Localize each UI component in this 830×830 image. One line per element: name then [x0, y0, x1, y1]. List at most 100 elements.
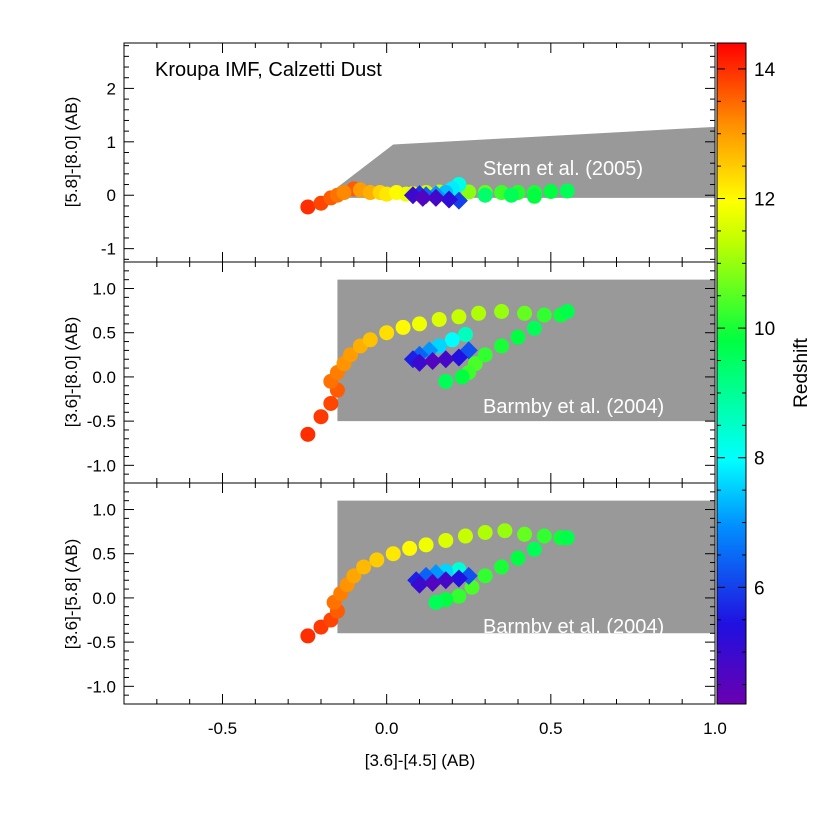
colorbar-tick-label: 10 [754, 319, 775, 340]
data-point [410, 353, 429, 372]
y-tick-label: 1.0 [92, 501, 116, 520]
y-tick-label: 0.0 [92, 589, 116, 608]
colorbar: 6 8 10 12 14 Redshift [716, 42, 812, 705]
data-point [559, 183, 575, 199]
data-point [449, 569, 468, 588]
data-point [536, 307, 552, 323]
x-tick-label: 0.0 [375, 719, 399, 738]
data-point [510, 550, 526, 566]
y-axis-title-middle: [3.6]-[8.0] (AB) [62, 317, 81, 428]
data-point [423, 573, 442, 592]
y-tick-label: -1 [101, 240, 116, 259]
data-point [536, 528, 552, 544]
data-point [451, 588, 467, 604]
data-point [494, 559, 510, 575]
data-point [510, 329, 526, 345]
data-point [494, 338, 510, 354]
data-point [426, 188, 445, 207]
data-point [436, 350, 455, 369]
data-point [412, 316, 427, 332]
data-point [477, 568, 493, 584]
y-ticks-middle: -1.0 -0.5 0.0 0.5 1.0 [87, 261, 715, 475]
data-point [526, 541, 542, 557]
data-point [395, 319, 411, 335]
x-ticks-bottom: -0.5 0.0 0.5 1.0 [123, 483, 727, 738]
data-point [369, 552, 385, 568]
data-point [440, 190, 459, 209]
panel-middle: -1.0 -0.5 0.0 0.5 1.0 Barmby et al. (2004) [… [62, 261, 716, 484]
data-point [497, 523, 513, 539]
colorbar-tick-label: 14 [754, 60, 776, 81]
data-point [454, 369, 470, 385]
data-point [559, 530, 575, 546]
data-point [323, 395, 339, 411]
data-point [438, 373, 454, 389]
data-point [457, 528, 473, 544]
x-tick-label: -0.5 [208, 719, 237, 738]
y-ticks-top: -1 0 1 2 [101, 45, 715, 260]
barmby-box-region-bottom [337, 500, 715, 634]
y-tick-label: 0.5 [92, 324, 116, 343]
data-point [451, 309, 467, 325]
panel-annotation: Kroupa IMF, Calzetti Dust [155, 59, 382, 81]
data-point [449, 348, 468, 367]
y-tick-label: 0.5 [92, 545, 116, 564]
data-point [336, 185, 352, 201]
data-point [471, 305, 487, 321]
data-point [477, 347, 493, 363]
x-tick-label: 0.5 [539, 719, 563, 738]
data-point [343, 347, 359, 363]
y-axis-title-bottom: [3.6]-[5.8] (AB) [62, 539, 81, 650]
x-ticks-top [123, 43, 716, 262]
colorbar-tick-label: 12 [754, 190, 775, 211]
y-tick-label: 0.0 [92, 368, 116, 387]
data-point [543, 183, 559, 199]
data-point [300, 199, 316, 215]
data-point [362, 332, 378, 348]
panel-top: -1 0 1 2 Kroupa IMF, Calzetti Dust Stern et… [62, 42, 716, 263]
colorbar-title: Redshift [791, 337, 812, 407]
data-point [300, 426, 316, 442]
y-axis-title-top: [5.8]-[8.0] (AB) [62, 97, 81, 208]
region-label-middle: Barmby et al. (2004) [483, 396, 664, 418]
data-point [477, 525, 493, 541]
y-tick-label: -0.5 [87, 633, 116, 652]
y-tick-label: -0.5 [87, 412, 116, 431]
data-point [494, 304, 510, 320]
x-ticks-middle [123, 262, 716, 483]
data-point [517, 305, 533, 321]
x-tick-label: 1.0 [703, 719, 727, 738]
data-point [402, 540, 418, 556]
barmby-box-region-middle [337, 279, 715, 422]
data-point [413, 188, 432, 207]
y-ticks-bottom: -1.0 -0.5 0.0 0.5 1.0 [87, 482, 715, 696]
data-point [313, 409, 329, 425]
data-point [410, 575, 429, 594]
region-label-top: Stern et al. (2005) [483, 158, 643, 180]
y-tick-label: 1 [107, 133, 116, 152]
data-point [356, 559, 372, 575]
y-tick-label: -1.0 [87, 456, 116, 475]
y-tick-label: 1.0 [92, 280, 116, 299]
data-point [526, 188, 542, 204]
colorbar-gradient [716, 42, 747, 705]
data-point [300, 628, 316, 644]
data-point [423, 352, 442, 371]
data-point [503, 187, 519, 203]
region-label-bottom: Barmby et al. (2004) [483, 616, 664, 638]
data-point [438, 532, 454, 548]
stern-wedge-region [337, 126, 715, 198]
x-axis-title: [3.6]-[4.5] (AB) [365, 751, 476, 770]
data-point [346, 568, 362, 584]
data-point [477, 187, 493, 203]
y-tick-label: 2 [107, 79, 116, 98]
data-point [385, 546, 401, 562]
data-point [418, 537, 434, 553]
scatter-points-top [300, 177, 575, 215]
scatter-points-middle [300, 304, 575, 442]
colorbar-tick-label: 6 [754, 578, 765, 599]
colorbar-ticks: 6 8 10 12 14 [717, 60, 776, 686]
data-point [517, 526, 533, 542]
data-point [444, 332, 460, 348]
